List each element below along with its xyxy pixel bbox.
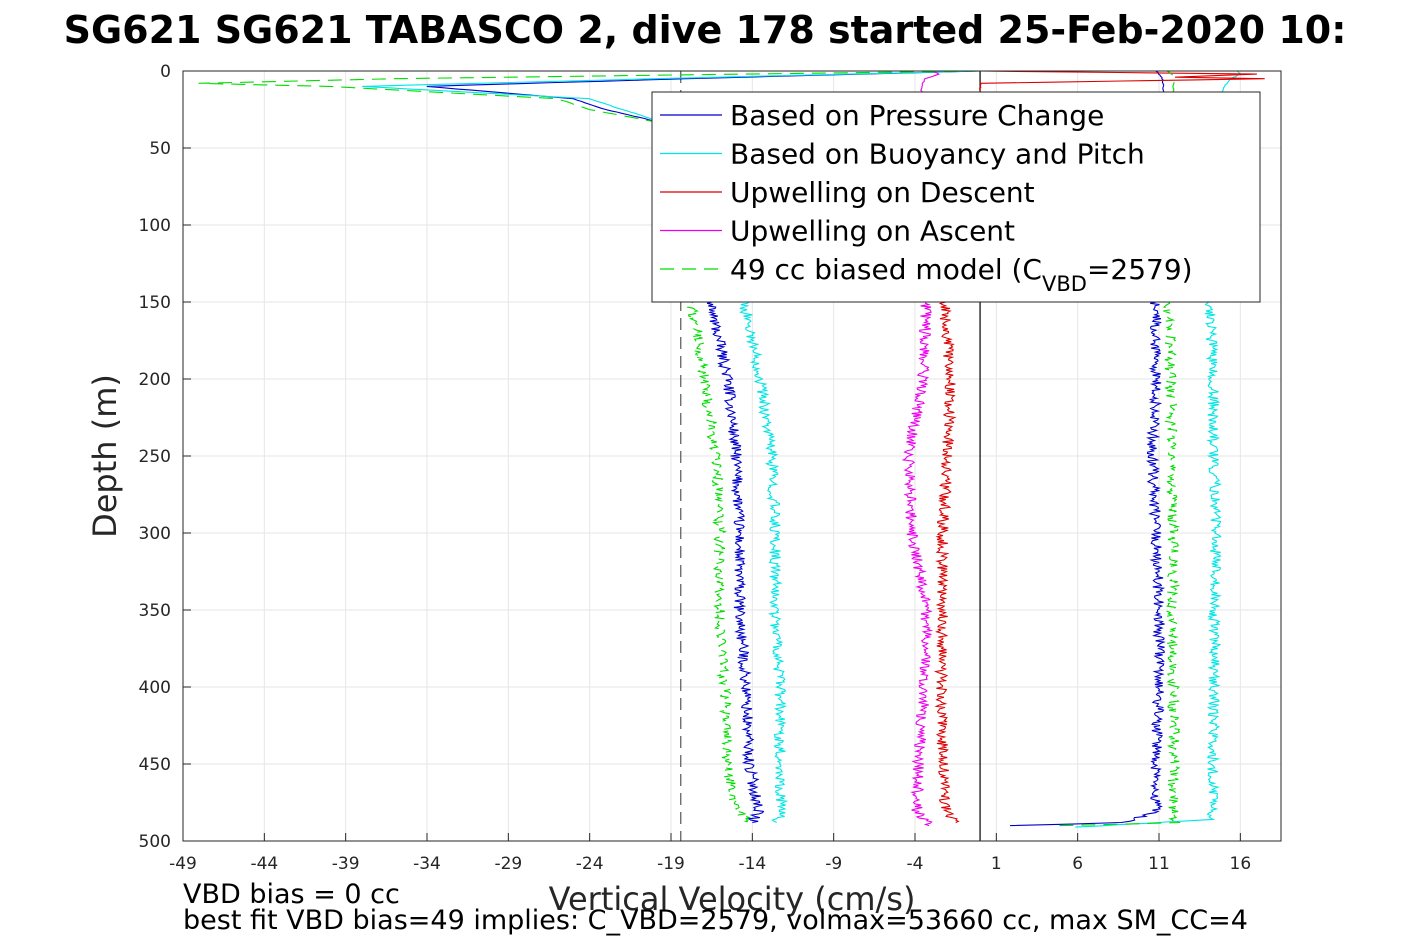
x-tick-label: -14 (738, 854, 766, 874)
y-tick-label: 300 (139, 524, 171, 544)
footer-line-2: best fit VBD bias=49 implies: C_VBD=2579… (183, 905, 1248, 936)
x-tick-label: -49 (169, 854, 197, 874)
legend: Based on Pressure Change Based on Buoyanc… (651, 91, 1261, 303)
y-tick-label: 150 (139, 293, 171, 313)
x-tick-label: -34 (413, 854, 441, 874)
y-tick-label: 450 (139, 755, 171, 775)
legend-label: Based on Buoyancy and Pitch (730, 138, 1145, 171)
y-tick-label: 100 (139, 216, 171, 236)
x-tick-label: 1 (991, 854, 1002, 874)
chart-title: SG621 SG621 TABASCO 2, dive 178 started … (64, 8, 1347, 52)
x-tick-label: -9 (825, 854, 842, 874)
legend-label: Upwelling on Ascent (730, 215, 1015, 248)
x-axis-label: Vertical Velocity (cm/s) (549, 880, 916, 918)
y-tick-label: 200 (139, 370, 171, 390)
footer-line-1: VBD bias = 0 cc (183, 879, 400, 910)
x-tick-label: -19 (657, 854, 685, 874)
x-tick-label: -24 (576, 854, 604, 874)
x-tick-label: 6 (1072, 854, 1083, 874)
y-tick-label: 0 (160, 62, 171, 82)
ticks: -49 -44 -39 -34 -29 -24 -19 -14 -9 -4 1 6 11 16050100… (139, 62, 1252, 874)
legend-box (651, 91, 1261, 303)
x-tick-label: -44 (250, 854, 278, 874)
series-line-49-cc-biased-model-ascent (1059, 70, 1181, 827)
legend-label: Based on Pressure Change (730, 99, 1104, 132)
x-tick-label: -39 (332, 854, 360, 874)
y-axis-label: Depth (m) (86, 374, 124, 538)
legend-label: Upwelling on Descent (730, 176, 1035, 209)
y-tick-label: 50 (149, 139, 171, 159)
x-tick-label: -29 (494, 854, 522, 874)
legend-entries: Based on Pressure Change Based on Buoyanc… (660, 99, 1193, 296)
legend-subscript: VBD (1042, 272, 1087, 296)
legend-suffix: =2579) (1087, 253, 1193, 286)
y-tick-label: 500 (139, 832, 171, 852)
x-tick-label: 16 (1230, 854, 1252, 874)
y-tick-label: 250 (139, 447, 171, 467)
x-tick-label: -4 (907, 854, 924, 874)
x-tick-label: 11 (1148, 854, 1170, 874)
y-tick-label: 400 (139, 678, 171, 698)
y-tick-label: 350 (139, 601, 171, 621)
